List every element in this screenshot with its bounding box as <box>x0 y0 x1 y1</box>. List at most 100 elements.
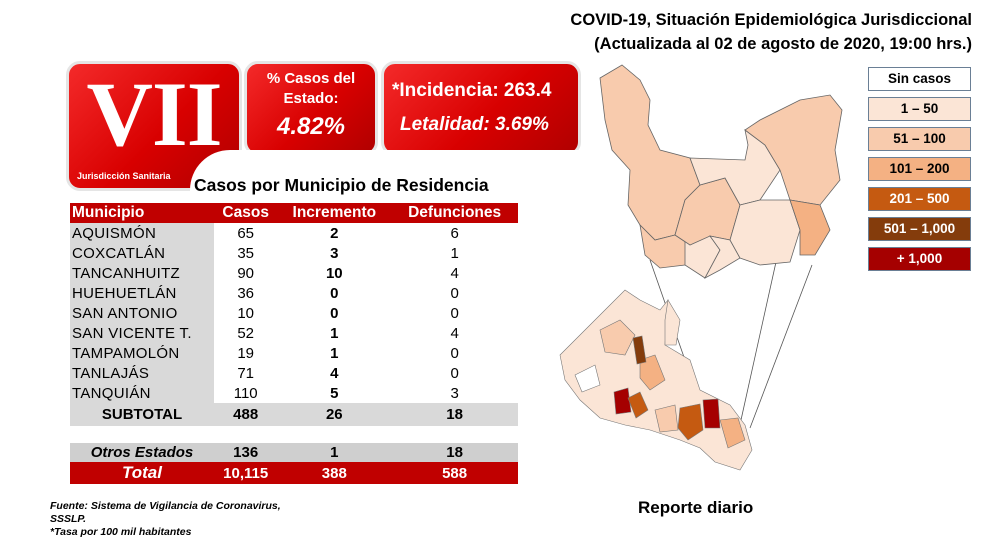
cell-casos: 35 <box>237 244 255 262</box>
cell-defunciones: 0 <box>450 344 459 362</box>
cell-municipio: TANLAJÁS <box>70 363 214 383</box>
table-header: Municipio Casos Incremento Defunciones <box>70 203 518 223</box>
cell-municipio: SAN ANTONIO <box>70 303 214 323</box>
cell-casos: 110 <box>233 384 258 402</box>
cell-casos: 90 <box>237 264 255 282</box>
cell-municipio: SAN VICENTE T. <box>70 323 214 343</box>
legend-item: Sin casos <box>868 67 971 91</box>
cell-casos: 52 <box>237 324 255 342</box>
cell-incremento: 1 <box>277 443 392 462</box>
municipality <box>677 403 704 441</box>
cell-municipio: TANQUIÁN <box>70 383 214 403</box>
footnote-source: Fuente: Sistema de Vigilancia de Coronav… <box>50 500 281 512</box>
municipality <box>632 335 647 365</box>
jurisdiction-zoom-map <box>599 64 843 279</box>
legend-item: + 1,000 <box>868 247 971 271</box>
cell-incremento: 10 <box>325 264 343 282</box>
title-line-1: COVID-19, Situación Epidemiológica Juris… <box>570 11 972 29</box>
table-row: COXCATLÁN 35 3 1 <box>70 243 518 263</box>
col-municipio: Municipio <box>70 203 214 223</box>
subtotal-row: SUBTOTAL 488 26 18 <box>70 403 518 426</box>
cell-incremento: 1 <box>330 324 339 342</box>
zoom-connector-line <box>740 261 777 421</box>
legend-item: 501 – 1,000 <box>868 217 971 241</box>
col-incremento: Incremento <box>277 203 392 223</box>
cell-casos: 10,115 <box>214 462 278 484</box>
cell-casos: 19 <box>237 344 255 362</box>
municipality-tanlajas <box>729 199 801 266</box>
cell-incremento: 1 <box>330 344 339 362</box>
municipality <box>639 354 666 391</box>
zoom-connector-line <box>749 264 813 429</box>
table-title: Casos por Municipio de Residencia <box>194 175 489 195</box>
cell-casos <box>214 426 278 443</box>
cell-defunciones: 1 <box>450 244 459 262</box>
cell-incremento <box>277 426 392 443</box>
footnotes: Fuente: Sistema de Vigilancia de Coronav… <box>50 500 281 539</box>
cell-casos: 10 <box>237 304 255 322</box>
total-row: Total 10,115 388 588 <box>70 462 518 484</box>
cell-municipio: Otros Estados <box>70 443 214 462</box>
municipality <box>719 417 746 449</box>
cell-defunciones: 0 <box>450 364 459 382</box>
state-percentage-box: % Casos del Estado: 4.82% <box>244 61 378 156</box>
cell-municipio: COXCATLÁN <box>70 243 214 263</box>
cell-municipio: TAMPAMOLÓN <box>70 343 214 363</box>
municipality-san-vicente <box>744 94 843 206</box>
state-map <box>559 289 753 471</box>
table-row: TANCANHUITZ 90 10 4 <box>70 263 518 283</box>
table-row: TAMPAMOLÓN 19 1 0 <box>70 343 518 363</box>
cell-casos: 488 <box>214 403 278 426</box>
cell-casos: 65 <box>237 224 255 242</box>
cases-table: Municipio Casos Incremento Defunciones A… <box>70 203 518 484</box>
municipality <box>654 404 679 433</box>
footnote-rate: *Tasa por 100 mil habitantes <box>50 526 192 538</box>
col-casos: Casos <box>214 203 278 223</box>
footnote-source-2: SSSLP. <box>50 513 86 525</box>
cell-casos: 71 <box>237 364 255 382</box>
cell-casos: 36 <box>237 284 255 302</box>
cell-municipio: Total <box>70 462 214 484</box>
legend-item: 1 – 50 <box>868 97 971 121</box>
cell-incremento: 0 <box>330 284 339 302</box>
table-row: TANLAJÁS 71 4 0 <box>70 363 518 383</box>
municipality-tanquian <box>789 199 831 256</box>
municipality <box>627 391 649 419</box>
cell-defunciones: 18 <box>391 403 518 426</box>
table-row: HUEHUETLÁN 36 0 0 <box>70 283 518 303</box>
cell-incremento: 388 <box>277 462 392 484</box>
cell-defunciones: 0 <box>450 284 459 302</box>
municipality <box>613 387 632 415</box>
cell-defunciones: 4 <box>450 324 459 342</box>
other-states-row: Otros Estados 136 1 18 <box>70 443 518 462</box>
report-title: COVID-19, Situación Epidemiológica Juris… <box>570 8 972 56</box>
logo-subtitle: Jurisdicción Sanitaria <box>77 171 171 181</box>
report-label: Reporte diario <box>638 498 754 517</box>
table-row: TANQUIÁN 110 5 3 <box>70 383 518 403</box>
cell-defunciones: 588 <box>391 462 518 484</box>
incidence-value: *Incidencia: 263.4 <box>392 80 552 101</box>
col-defunciones: Defunciones <box>391 203 518 223</box>
legend-item: 101 – 200 <box>868 157 971 181</box>
legend-item: 51 – 100 <box>868 127 971 151</box>
table-row: SAN VICENTE T. 52 1 4 <box>70 323 518 343</box>
cell-defunciones: 0 <box>450 304 459 322</box>
cell-incremento: 2 <box>330 224 339 242</box>
state-percentage-value: 4.82% <box>276 113 346 140</box>
cell-defunciones: 18 <box>391 443 518 462</box>
cell-incremento: 4 <box>330 364 339 382</box>
cell-defunciones: 4 <box>450 264 459 282</box>
municipality <box>702 398 721 429</box>
logo-numeral: VII <box>86 63 222 165</box>
legend-item: 201 – 500 <box>868 187 971 211</box>
lethality-value: Letalidad: 3.69% <box>400 114 549 135</box>
cell-municipio: SUBTOTAL <box>70 403 214 426</box>
state-percentage-label: % Casos del Estado: <box>266 70 356 107</box>
spacer-row <box>70 426 518 443</box>
municipality <box>599 319 636 356</box>
cell-defunciones: 3 <box>450 384 459 402</box>
cell-incremento: 0 <box>330 304 339 322</box>
cell-municipio: TANCANHUITZ <box>70 263 214 283</box>
cell-incremento: 5 <box>330 384 339 402</box>
